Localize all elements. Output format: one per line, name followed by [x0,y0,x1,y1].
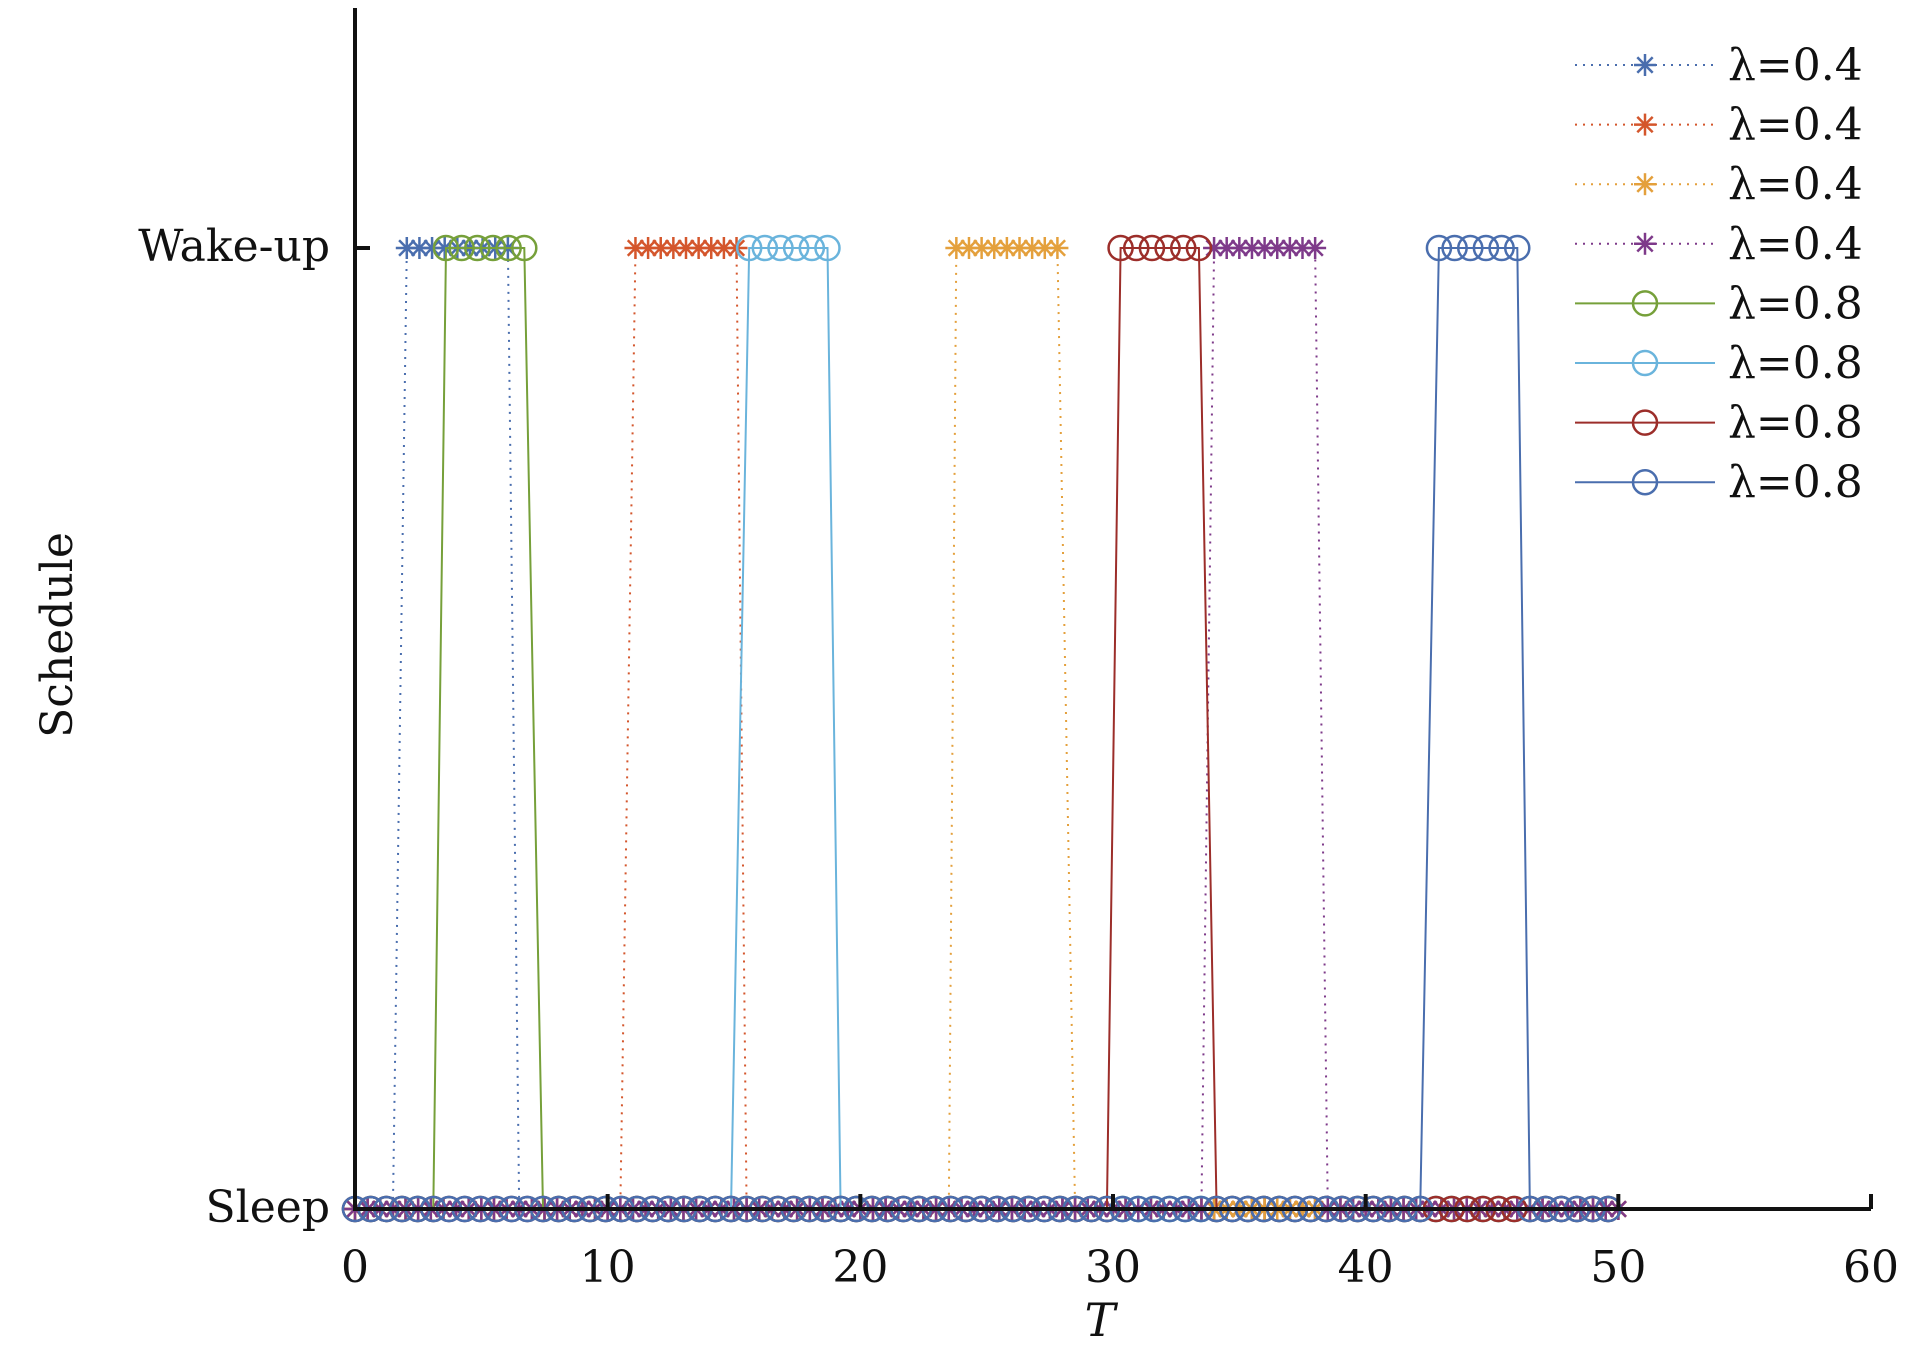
star-marker [1033,237,1056,259]
series-line [355,247,1609,1210]
x-tick-label: 40 [1338,1242,1394,1293]
star-marker [649,237,672,259]
circle-marker [464,234,491,262]
legend-star-icon [1634,54,1656,76]
star-marker [1304,237,1327,259]
legend-label: λ=0.8 [1728,457,1863,508]
y-tick-label-wake: Wake-up [138,221,330,272]
legend-label: λ=0.4 [1728,100,1863,151]
circle-marker [767,234,794,262]
circle-marker [1122,234,1150,262]
circle-marker [735,234,763,262]
legend-item: λ=0.4 [1575,100,1863,151]
circle-marker [495,234,522,262]
legend-label: λ=0.8 [1728,398,1863,449]
legend-item: λ=0.8 [1575,398,1863,449]
legend-star-icon [1634,113,1656,136]
legend-item: λ=0.4 [1575,40,1863,91]
x-tick-label: 20 [832,1242,888,1293]
legend-item: λ=0.8 [1575,338,1863,389]
y-axis-label: Schedule [32,532,83,738]
legend-star-icon [1634,173,1656,196]
legend-label: λ=0.8 [1728,278,1863,329]
circle-marker [1185,234,1213,262]
x-tick-label: 10 [580,1242,636,1293]
x-axis-label: T [1085,1293,1119,1346]
circle-marker [1488,234,1515,262]
plot-area [341,234,1630,1223]
legend-item: λ=0.8 [1575,457,1863,508]
legend-item: λ=0.4 [1575,159,1863,210]
circle-marker [1169,234,1197,262]
star-marker [637,237,660,259]
x-tick-label: 30 [1085,1242,1141,1293]
x-tick-label: 50 [1590,1242,1646,1293]
circle-marker [751,234,779,262]
star-marker [395,237,418,259]
x-tick-label: 0 [341,1242,369,1293]
circle-marker [479,234,507,262]
circle-marker [432,234,460,262]
circle-marker [1504,234,1531,262]
legend-circle-icon [1631,409,1659,436]
circle-marker [782,234,810,262]
circle-marker [1472,234,1500,262]
circle-marker [1441,234,1468,262]
legend-circle-icon [1631,349,1659,377]
circle-marker [1154,234,1181,262]
legend-label: λ=0.4 [1728,219,1863,270]
circle-marker [814,234,841,262]
star-marker [957,237,980,259]
x-tick-label: 60 [1843,1242,1899,1293]
circle-marker [448,234,475,262]
legend-label: λ=0.8 [1728,338,1863,389]
y-tick-label-sleep: Sleep [206,1182,330,1233]
circle-marker [511,234,538,262]
legend-star-icon [1634,232,1656,255]
circle-marker [1138,234,1166,262]
x-ticks: 0 10 20 30 40 50 60 [341,1194,1899,1293]
series-line [355,247,1609,1210]
legend-label: λ=0.4 [1728,159,1863,210]
series-line [355,247,1609,1210]
circle-marker [1425,234,1453,262]
circle-marker [798,234,826,262]
circle-marker [1107,234,1134,262]
legend-label: λ=0.4 [1728,40,1863,91]
legend-circle-icon [1631,290,1659,317]
legend: λ=0.4 λ=0.4 λ=0.4 λ=0.4 λ=0.8 λ=0.8 λ=0.8 λ=0.8 [1575,40,1863,508]
legend-circle-icon [1631,468,1659,496]
star-marker [995,237,1018,259]
star-marker [674,237,697,259]
star-marker [983,237,1006,259]
series-line [355,247,1609,1210]
legend-item: λ=0.8 [1575,278,1863,329]
star-marker [1046,237,1069,259]
circle-marker [1457,234,1484,262]
legend-item: λ=0.4 [1575,219,1863,270]
